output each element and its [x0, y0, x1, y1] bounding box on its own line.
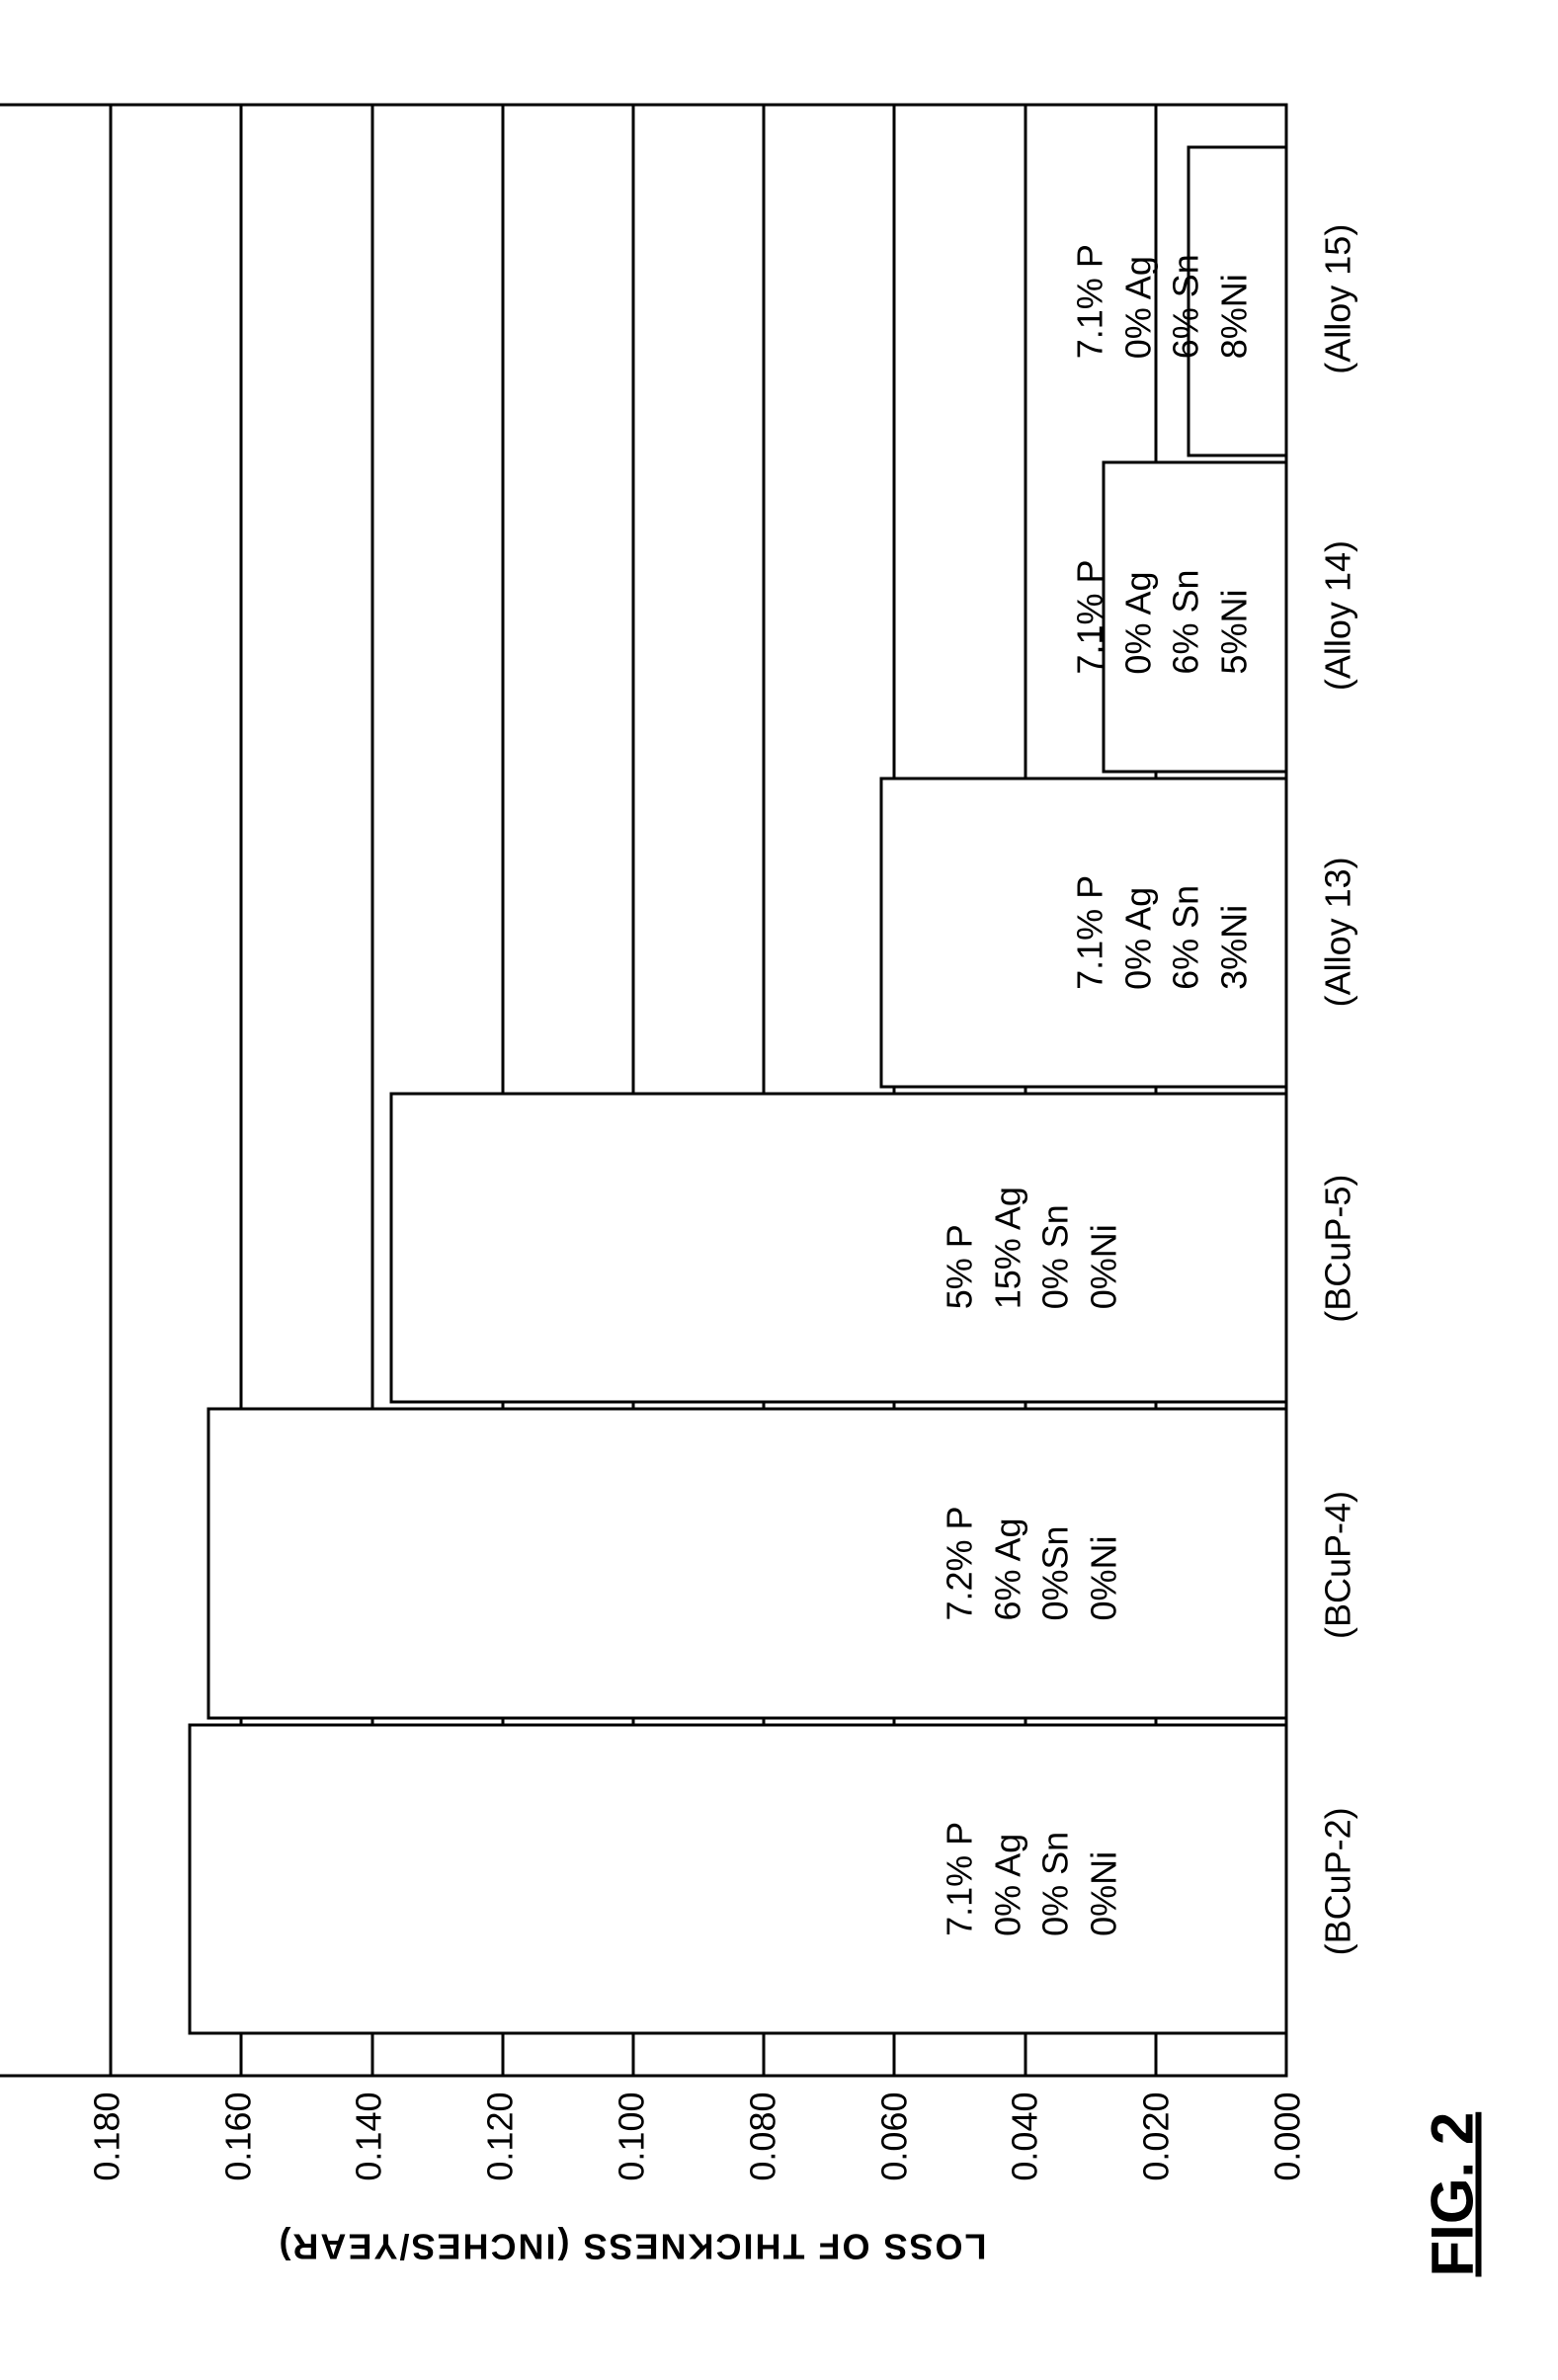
y-tick: 0.100: [615, 2093, 650, 2181]
plot-area: 7.1% P0% Ag0% Sn0%Ni7.2% P6% Ag0%Sn0%Ni5…: [0, 104, 1288, 2078]
x-axis-labels-inner: (BCuP-2)(BCuP-4)(BCuP-5)(Alloy 13)(Alloy…: [1318, 104, 1359, 2078]
composition-line: 7.1% P: [1067, 559, 1115, 674]
composition-line: 6% Sn: [1163, 875, 1211, 990]
y-tick: 0.140: [352, 2093, 387, 2181]
y-tick: 0.040: [1008, 2093, 1043, 2181]
x-axis-labels: (BCuP-2)(BCuP-4)(BCuP-5)(Alloy 13)(Alloy…: [1288, 104, 1359, 2277]
composition-line: 7.1% P: [937, 1822, 985, 1936]
y-tick: 0.180: [89, 2093, 124, 2181]
bar-composition-label: 7.1% P0% Ag6% Sn5%Ni: [1067, 559, 1259, 674]
composition-line: 0%Ni: [1080, 1822, 1128, 1936]
composition-line: 0%Sn: [1032, 1506, 1081, 1620]
bar-wrapper: 5% P15% Ag0% Sn0%Ni: [0, 1093, 1285, 1404]
composition-line: 0%Ni: [1080, 1506, 1128, 1620]
composition-line: 0%Ni: [1080, 1187, 1128, 1309]
bar-wrapper: 7.1% P0% Ag6% Sn5%Ni: [0, 461, 1285, 773]
composition-line: 5%Ni: [1210, 559, 1259, 674]
composition-line: 0% Ag: [1114, 875, 1163, 990]
composition-line: 7.2% P: [937, 1506, 985, 1620]
bar-wrapper: 7.1% P0% Ag0% Sn0%Ni: [0, 1723, 1285, 2034]
bar-composition-label: 5% P15% Ag0% Sn0%Ni: [937, 1187, 1128, 1309]
x-axis-label: (BCuP-2): [1318, 1725, 1359, 2037]
composition-line: 6% Ag: [984, 1506, 1032, 1620]
figure-label: FIG. 2: [1419, 104, 1487, 2277]
composition-line: 6% Sn: [1163, 559, 1211, 674]
composition-line: 0% Sn: [1032, 1822, 1081, 1936]
composition-line: 15% Ag: [984, 1187, 1032, 1309]
composition-line: 7.1% P: [1067, 244, 1115, 359]
bar-chart: LOSS OF THICKNESS (INCHES/YEAR) 0.2000.1…: [0, 104, 1359, 2277]
x-axis-label: (Alloy 15): [1318, 143, 1359, 455]
y-tick: 0.020: [1139, 2093, 1175, 2181]
y-tick: 0.160: [220, 2093, 256, 2181]
x-axis-spacer: [1318, 2078, 1359, 2277]
composition-line: 5% P: [937, 1187, 985, 1309]
composition-line: 0% Ag: [1114, 559, 1163, 674]
bar-composition-label: 7.1% P0% Ag6% Sn3%Ni: [1067, 875, 1259, 990]
chart-area: LOSS OF THICKNESS (INCHES/YEAR) 0.2000.1…: [0, 104, 1288, 2277]
composition-line: 6% Sn: [1163, 244, 1211, 359]
y-tick: 0.080: [745, 2093, 780, 2181]
bar-composition-label: 7.1% P0% Ag6% Sn8%Ni: [1067, 244, 1259, 359]
y-axis-label: LOSS OF THICKNESS (INCHES/YEAR): [0, 2216, 1288, 2277]
figure-wrapper: LOSS OF THICKNESS (INCHES/YEAR) 0.2000.1…: [0, 104, 1487, 2277]
composition-line: 3%Ni: [1210, 875, 1259, 990]
y-tick: 0.120: [483, 2093, 519, 2181]
x-axis-label: (BCuP-4): [1318, 1409, 1359, 1721]
y-tick: 0.060: [876, 2093, 912, 2181]
bar-wrapper: 7.1% P0% Ag6% Sn3%Ni: [0, 777, 1285, 1088]
composition-line: 0% Ag: [1114, 244, 1163, 359]
y-tick: 0.000: [1271, 2093, 1306, 2181]
bar-wrapper: 7.2% P6% Ag0%Sn0%Ni: [0, 1408, 1285, 1719]
x-axis-label: (BCuP-5): [1318, 1093, 1359, 1405]
bar-composition-label: 7.2% P6% Ag0%Sn0%Ni: [937, 1506, 1128, 1620]
bar-wrapper: 7.1% P0% Ag6% Sn8%Ni: [0, 146, 1285, 457]
bar: [390, 1093, 1285, 1404]
bar-composition-label: 7.1% P0% Ag0% Sn0%Ni: [937, 1822, 1128, 1936]
y-axis-ticks: 0.2000.1800.1600.1400.1200.1000.0800.060…: [0, 2078, 1288, 2206]
composition-line: 7.1% P: [1067, 875, 1115, 990]
x-axis-label: (Alloy 14): [1318, 459, 1359, 772]
composition-line: 8%Ni: [1210, 244, 1259, 359]
composition-line: 0% Sn: [1032, 1187, 1081, 1309]
composition-line: 0% Ag: [984, 1822, 1032, 1936]
x-axis-label: (Alloy 13): [1318, 776, 1359, 1088]
